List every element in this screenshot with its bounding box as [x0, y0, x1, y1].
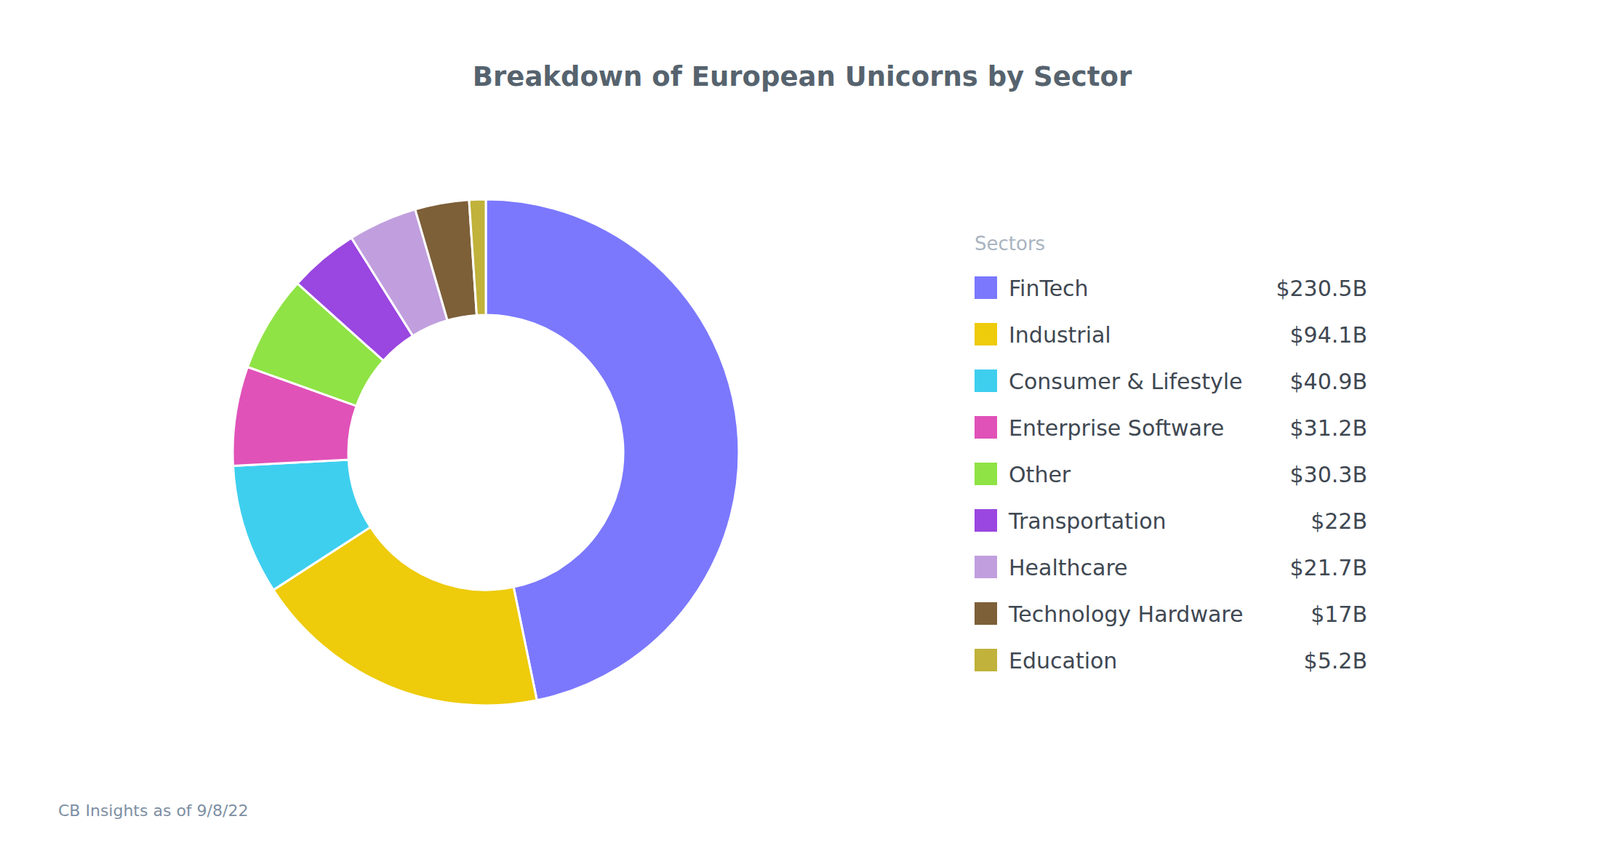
legend-label: Industrial: [1008, 322, 1112, 348]
legend-swatch: [974, 462, 998, 486]
legend-swatch: [974, 416, 998, 439]
slice: [469, 199, 486, 315]
legend-value: $21.7B: [1290, 554, 1368, 581]
legend-title: Sectors: [974, 232, 1046, 255]
legend-swatch: [974, 369, 998, 392]
legend-label: Transportation: [1008, 508, 1167, 534]
legend-swatch: [974, 602, 998, 625]
slice: [485, 199, 739, 701]
legend-swatch: [974, 648, 998, 672]
legend-value: $40.9B: [1290, 368, 1368, 395]
legend-label: Consumer & Lifestyle: [1008, 368, 1243, 395]
legend-label: Healthcare: [1008, 554, 1128, 581]
source: CB Insights as of 9/8/22: [58, 801, 248, 820]
legend-value: $17B: [1310, 601, 1368, 627]
legend-value: $94.1B: [1290, 322, 1368, 348]
legend-value: $22B: [1310, 508, 1368, 534]
legend-label: Enterprise Software: [1008, 415, 1224, 441]
chart: Breakdown of European Unicorns by Sector…: [0, 0, 1600, 867]
donut: [232, 199, 739, 706]
legend-label: FinTech: [1008, 275, 1089, 302]
legend-swatch: [974, 276, 998, 299]
legend-swatch: [974, 509, 998, 532]
legend-label: Technology Hardware: [1008, 601, 1243, 627]
legend-value: $230.5B: [1275, 275, 1368, 302]
legend-value: $5.2B: [1304, 648, 1368, 674]
legend-swatch: [974, 322, 998, 346]
title: Breakdown of European Unicorns by Sector: [472, 61, 1133, 93]
slice: [415, 200, 478, 321]
legend-label: Other: [1008, 461, 1072, 488]
legend-value: $31.2B: [1290, 415, 1368, 441]
legend-value: $30.3B: [1290, 461, 1368, 488]
legend-swatch: [974, 555, 998, 579]
slice: [232, 459, 371, 590]
legend: Sectors FinTech $230.5B Industrial $94.1B Con…: [974, 232, 1368, 674]
legend-label: Education: [1008, 648, 1118, 674]
